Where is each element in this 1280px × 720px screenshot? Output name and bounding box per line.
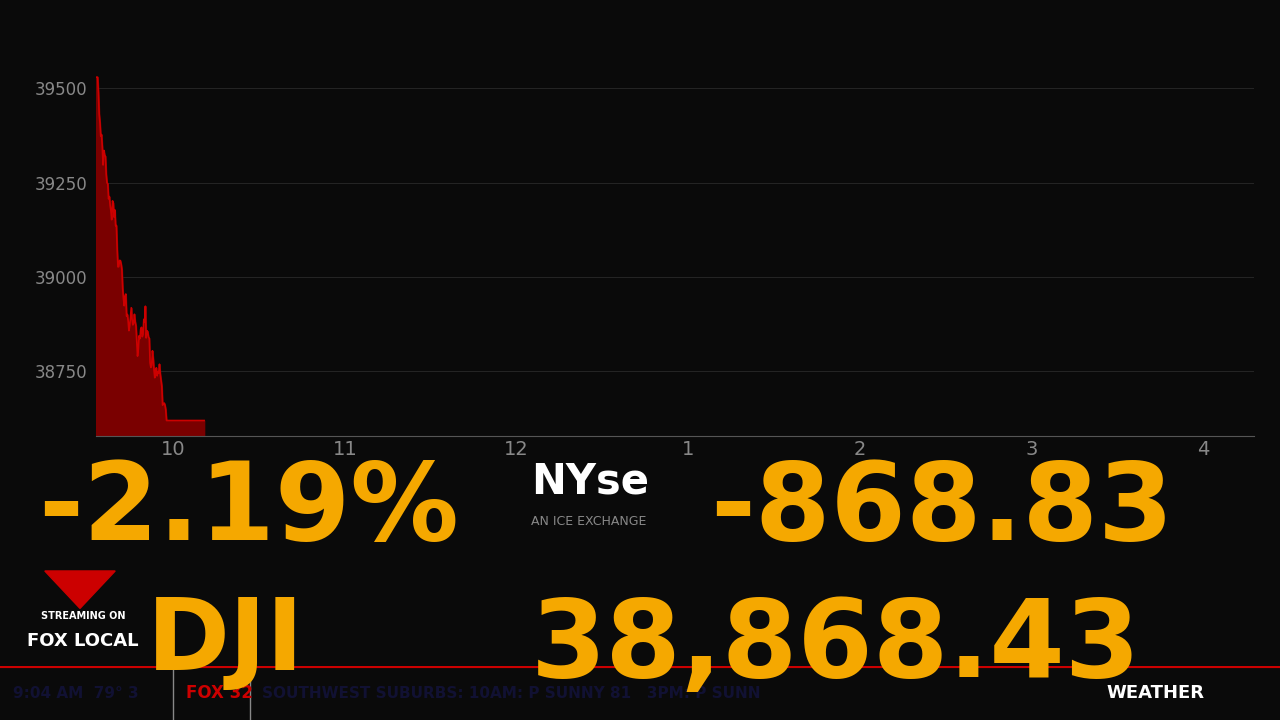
- Text: STREAMING ON: STREAMING ON: [41, 611, 125, 621]
- Text: -868.83: -868.83: [710, 457, 1174, 563]
- Text: SOUTHWEST SUBURBS: 10AM: P SUNNY 81   3PM: P SUNN: SOUTHWEST SUBURBS: 10AM: P SUNNY 81 3PM:…: [262, 685, 760, 701]
- Text: 9:04 AM  79° 3: 9:04 AM 79° 3: [13, 685, 138, 701]
- Text: -2.19%: -2.19%: [38, 457, 460, 563]
- Text: WEATHER: WEATHER: [1106, 684, 1204, 702]
- Text: FOX 32: FOX 32: [186, 684, 252, 702]
- Text: 38,868.43: 38,868.43: [531, 594, 1142, 700]
- Text: NYse: NYse: [531, 461, 649, 503]
- Text: DJI: DJI: [147, 594, 305, 691]
- Text: FOX LOCAL: FOX LOCAL: [27, 631, 140, 649]
- Text: AN ICE EXCHANGE: AN ICE EXCHANGE: [531, 515, 646, 528]
